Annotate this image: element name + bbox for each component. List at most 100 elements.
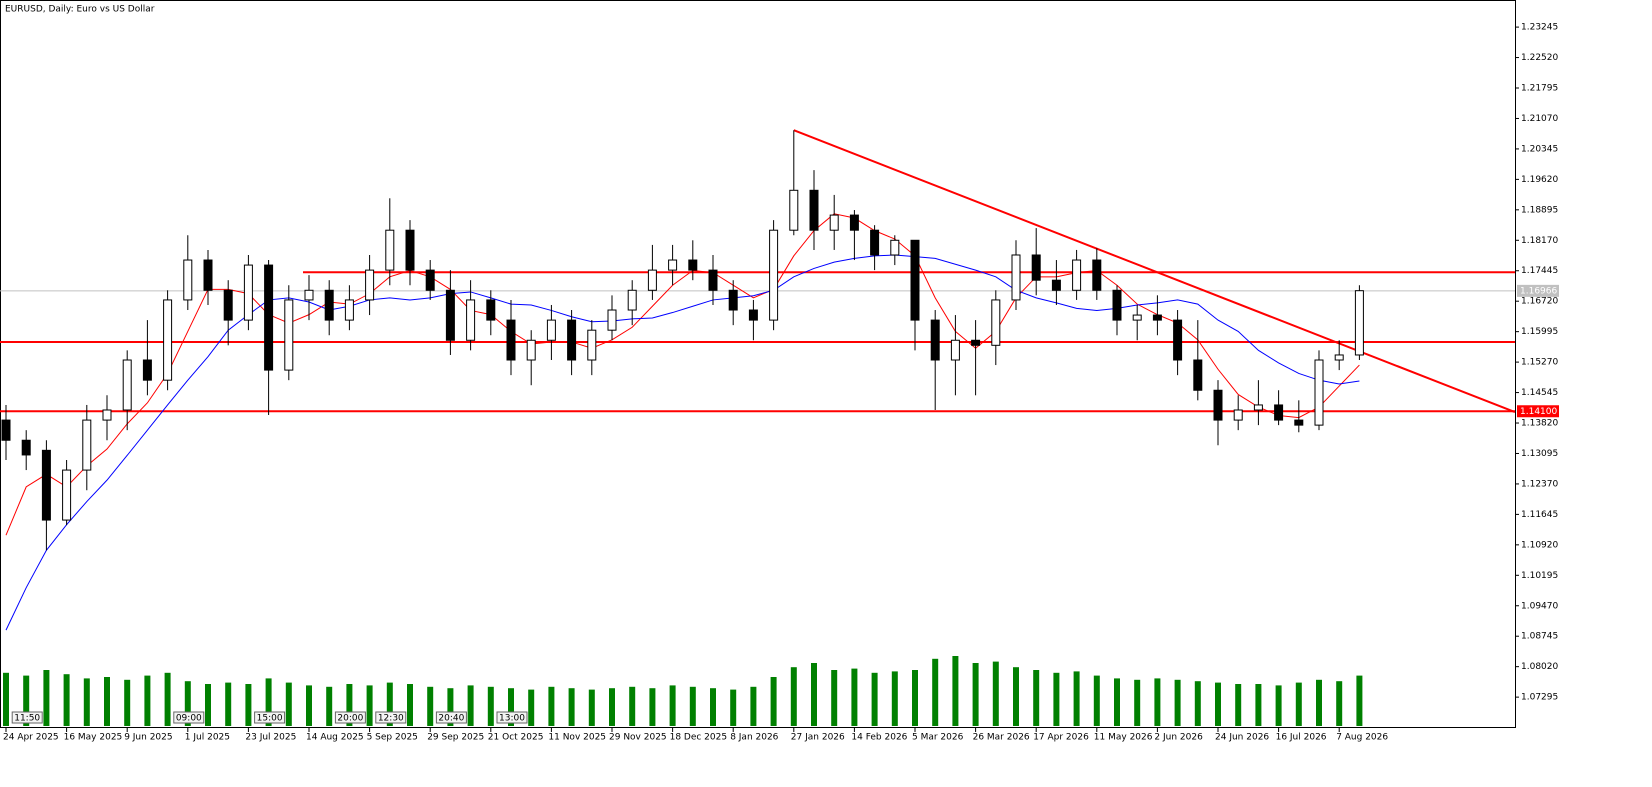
level-label-box (1517, 405, 1559, 418)
candle-body (1233, 409, 1243, 421)
candle-body (1092, 259, 1102, 291)
volume-bar (205, 684, 211, 726)
candle-body (1051, 279, 1061, 291)
plot-frame (0, 0, 1516, 728)
candle-body (21, 439, 31, 456)
y-tick-label: 1.08745 (1521, 632, 1558, 642)
candle-body (1132, 314, 1142, 321)
volume-bar (528, 689, 535, 726)
candle-body (183, 259, 193, 301)
volume-bar (265, 678, 272, 726)
candle-body (304, 289, 314, 301)
volume-bar (932, 658, 939, 726)
candle-body (1072, 259, 1082, 291)
session-label: 15:00 (257, 714, 283, 724)
volume-bar (831, 670, 838, 726)
volume-bar (184, 681, 191, 726)
volume-bar (1134, 679, 1141, 726)
candle-body (425, 269, 435, 291)
candle-body (466, 299, 476, 341)
x-tick-label: 16 May 2025 (64, 733, 123, 743)
candle-body (769, 229, 779, 321)
volume-bar (144, 675, 151, 726)
candle-body (445, 289, 455, 341)
candle-body (930, 319, 940, 361)
current-price-box (1517, 284, 1559, 297)
x-tick-label: 8 Jan 2026 (730, 733, 778, 743)
session-box (435, 711, 467, 724)
candle-body (587, 329, 597, 361)
volume-bar (972, 663, 979, 726)
candle-body (486, 299, 496, 321)
candle-body (82, 419, 92, 471)
volume-bar (750, 686, 757, 726)
session-box (375, 711, 407, 724)
volume-bar (245, 684, 252, 726)
y-tick-label: 1.19620 (1521, 175, 1558, 185)
session-label: 13:00 (499, 714, 525, 724)
session-box (254, 711, 286, 724)
y-tick-label: 1.13095 (1521, 449, 1558, 459)
volume-bar (710, 688, 716, 726)
y-tick-label: 1.21795 (1521, 84, 1558, 94)
moving-average (5, 254, 1360, 631)
y-tick-label: 1.21070 (1521, 114, 1558, 124)
candle-body (264, 264, 274, 371)
candle-body (203, 259, 213, 291)
candle-body (668, 259, 678, 271)
candle-body (62, 469, 72, 521)
x-tick-label: 14 Aug 2025 (306, 733, 364, 743)
candle-body (1173, 319, 1183, 361)
chart-title: EURUSD, Daily: Euro vs US Dollar (5, 5, 155, 15)
y-tick-label: 1.10920 (1521, 540, 1558, 550)
candle-body (789, 189, 799, 231)
x-tick-label: 23 Jul 2025 (245, 733, 296, 743)
session-label: 09:00 (176, 714, 202, 724)
volume-bar (285, 682, 292, 726)
volume-bar (1336, 681, 1343, 726)
candle-body (163, 299, 173, 381)
candle-body (971, 339, 981, 346)
candle-body (748, 309, 758, 321)
volume-bar (1174, 679, 1181, 726)
y-tick-label: 1.10195 (1521, 571, 1558, 581)
candle-body (607, 309, 617, 331)
candle-body (688, 259, 698, 271)
volume-bar (1275, 685, 1282, 726)
x-tick-label: 5 Mar 2026 (912, 733, 964, 743)
y-tick-label: 1.07295 (1521, 693, 1558, 703)
volume-bar (770, 677, 777, 726)
candle-body (809, 189, 819, 231)
candle-body (526, 339, 536, 361)
candle-body (950, 339, 960, 361)
volume-bar (1235, 684, 1242, 726)
x-tick-label: 5 Sep 2025 (367, 733, 418, 743)
candle-body (627, 289, 637, 311)
volume-bar (366, 685, 373, 726)
y-tick-label: 1.15995 (1521, 327, 1558, 337)
volume-bar (649, 688, 656, 726)
y-tick-label: 1.12370 (1521, 479, 1558, 489)
volume-bar (83, 678, 90, 726)
x-tick-label: 21 Oct 2025 (488, 733, 544, 743)
x-tick-label: 14 Feb 2026 (851, 733, 907, 743)
volume-bar (326, 686, 333, 726)
candle-body (870, 229, 880, 256)
volume-bar (790, 667, 797, 726)
candle-body (284, 299, 294, 371)
y-tick-label: 1.11645 (1521, 510, 1558, 520)
candle-body (324, 289, 334, 321)
candle-body (829, 214, 839, 231)
y-tick-label: 1.20345 (1521, 144, 1558, 154)
volume-bar (1316, 679, 1322, 726)
volume-bar (43, 670, 50, 726)
candle-body (1112, 289, 1122, 321)
x-tick-label: 11 Nov 2025 (548, 733, 606, 743)
volume-bar (467, 685, 474, 726)
candle-body (728, 289, 738, 311)
y-tick-label: 1.16720 (1521, 297, 1558, 307)
volume-bar (164, 672, 171, 726)
volume-bar (346, 684, 353, 726)
volume-bar (407, 684, 413, 726)
